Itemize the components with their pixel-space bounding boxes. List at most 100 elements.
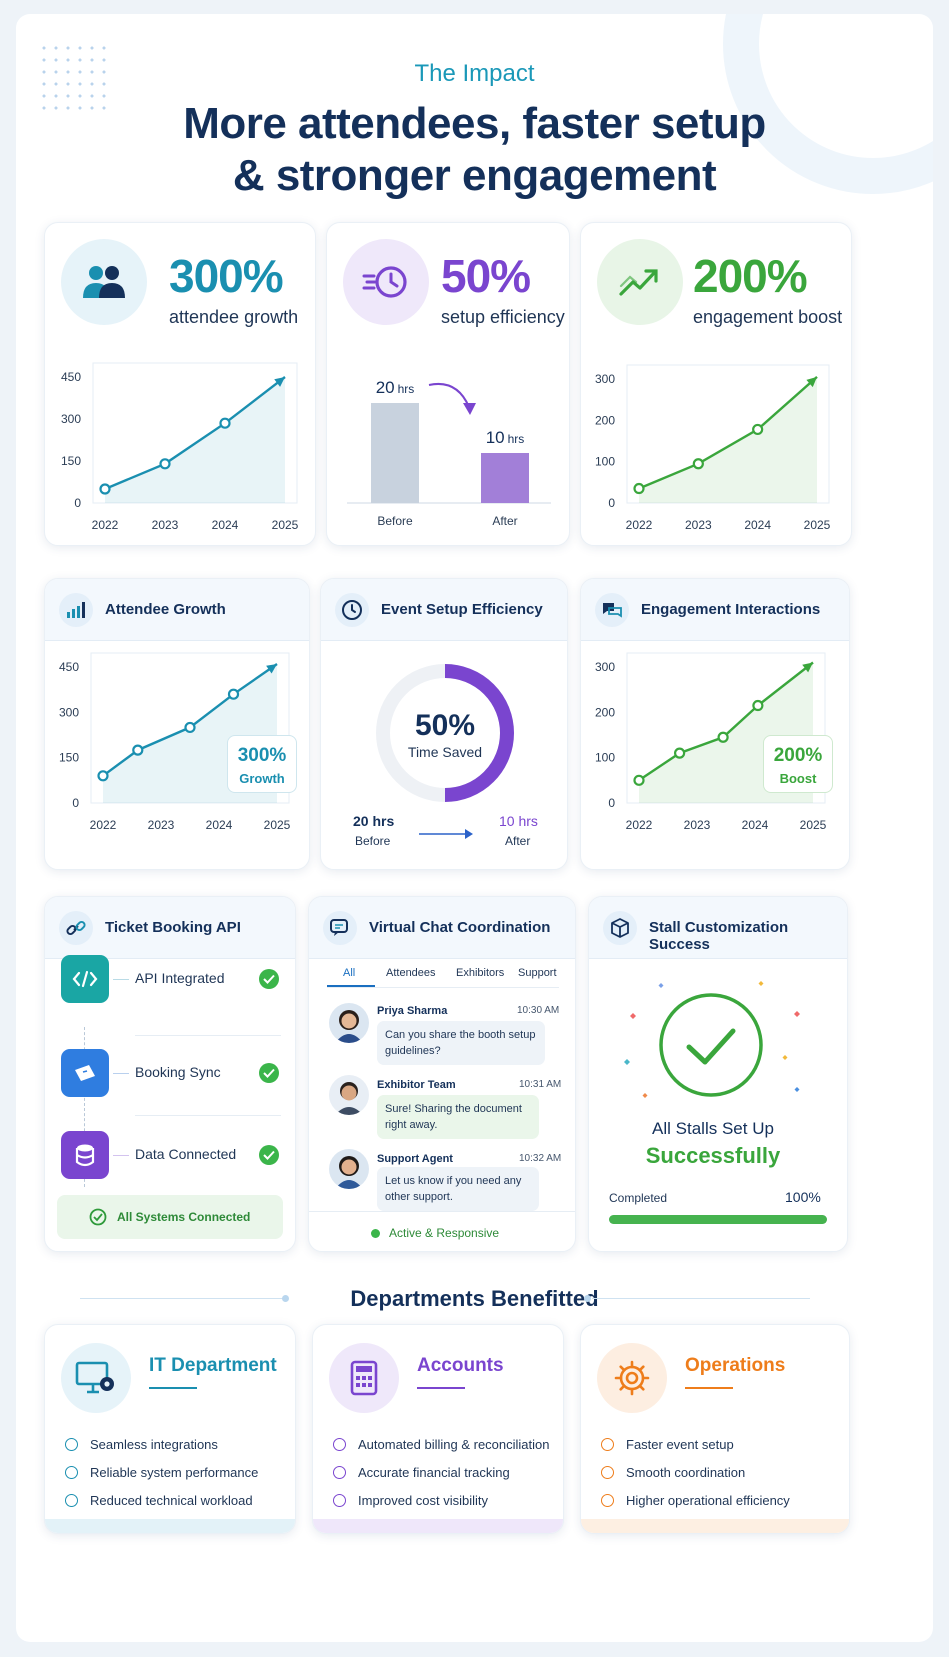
attendee-growth-mini-chart: 0 150 300 450 2022 2023 2024 2025 [61,362,299,532]
departments-rule-left [80,1298,284,1299]
check-circle-icon [89,1208,107,1226]
growth-badge: 300% Growth [227,735,297,793]
y-tick-label: 300 [61,412,81,426]
x-tick-label: 2025 [804,518,831,532]
api-integrated-row: API Integrated [61,955,281,1003]
chat-bubbles-icon [595,593,629,627]
dept-benefit: Faster event setup [601,1437,734,1452]
link-icon [59,911,93,945]
check-icon [259,1145,279,1165]
progress-track [609,1215,827,1224]
message-bubble: Let us know if you need any other suppor… [377,1167,539,1211]
progress-label: Completed [609,1191,668,1205]
eyebrow-title: The Impact [414,60,535,87]
stat-card-engagement: 200% engagement boost 0 100 200 300 2022 2023… [580,222,852,546]
tab-divider [327,987,559,988]
dept-underline [685,1387,733,1389]
x-tick-label: 2023 [152,518,179,532]
before-value: 20 hrs [353,813,395,829]
y-tick-label: 300 [59,705,79,719]
card-title: Attendee Growth [105,601,226,618]
check-circle-icon [333,1466,346,1479]
check-circle-icon [65,1438,78,1451]
check-circle-icon [65,1494,78,1507]
progress-fill [609,1215,827,1224]
badge-value: 200% [773,745,823,766]
arrow-head [806,376,817,388]
dept-accent-band [581,1519,849,1533]
message-author: Exhibitor Team [377,1079,456,1091]
y-tick-label: 0 [72,796,79,810]
badge-label: Growth [239,771,285,786]
card-title: Engagement Interactions [641,601,821,618]
tab-all[interactable]: All [343,967,356,979]
badge-label: Boost [779,771,817,786]
chat-footer-divider [309,1211,575,1212]
tab-support[interactable]: Support [518,967,557,979]
message-time: 10:32 AM [519,1153,562,1164]
dept-benefit: Automated billing & reconciliation [333,1437,550,1452]
departments-rule-right [592,1298,810,1299]
trend-up-icon [597,239,683,325]
stall-line-2: Successfully [645,1143,781,1168]
x-tick-label: 2025 [272,518,299,532]
x-tick-label: 2022 [90,818,117,832]
benefit-text: Smooth coordination [626,1465,746,1480]
attendee-growth-card: Attendee Growth 0 150 300 450 2022 2023 2024 20… [44,578,310,870]
message-author: Priya Sharma [377,1005,448,1017]
cube-icon [603,911,637,945]
x-tick-label: 2025 [800,818,827,832]
data-point [692,458,704,470]
avatar [329,1149,369,1189]
monitor-gear-icon [61,1343,131,1413]
data-point [184,721,196,734]
plot-frame [626,364,830,504]
series-line [104,376,286,491]
after-value: 10 hrs [499,813,538,829]
card-header: Event Setup Efficiency [321,579,567,641]
card-title: Event Setup Efficiency [381,601,543,618]
tab-underline [327,985,375,987]
bar [481,453,529,503]
bar-value-label: 10 hrs [486,428,525,447]
success-check-icon [624,981,800,1098]
booking-sync-row: Booking Sync [61,1049,281,1097]
dept-benefit: Reliable system performance [65,1465,258,1480]
benefit-text: Reduced technical workload [90,1493,253,1508]
y-tick-label: 200 [595,705,615,719]
row-connector [113,979,129,980]
card-header: Attendee Growth [45,579,309,641]
dept-title: Accounts [417,1355,504,1376]
data-point [159,458,171,470]
dept-benefit: Higher operational efficiency [601,1493,790,1508]
stat-value: 300% [169,250,284,302]
data-point [752,423,764,436]
y-tick-label: 450 [59,660,79,674]
departments-title: Departments Benefitted [350,1286,599,1311]
message-bubble: Can you share the booth setup guidelines… [377,1021,545,1065]
y-tick-label: 300 [595,660,615,674]
card-header: Virtual Chat Coordination [309,897,575,959]
stat-label: engagement boost [693,307,843,327]
tab-attendees[interactable]: Attendees [386,967,436,979]
arrow-head [802,662,813,673]
x-tick-label: 2024 [206,818,233,832]
donut-slice [444,664,514,802]
stat-label: setup efficiency [441,307,565,327]
ticket-icon [61,1049,109,1097]
arrow-head [274,377,285,387]
y-tick-label: 450 [61,370,81,384]
people-icon [61,239,147,325]
series-area [105,377,285,503]
tab-exhibitors[interactable]: Exhibitors [456,967,505,979]
ticket-booking-card: Ticket Booking API API Integrated Bookin… [44,896,296,1252]
transition-arrow-head [463,403,476,415]
transition-arrow [428,383,470,408]
value-unit: hrs [508,432,525,446]
check-circle-icon [601,1438,614,1451]
headline: More attendees, faster setup & stronger … [16,98,933,202]
benefit-text: Reliable system performance [90,1465,259,1480]
data-point [633,774,645,786]
data-point [717,731,729,743]
